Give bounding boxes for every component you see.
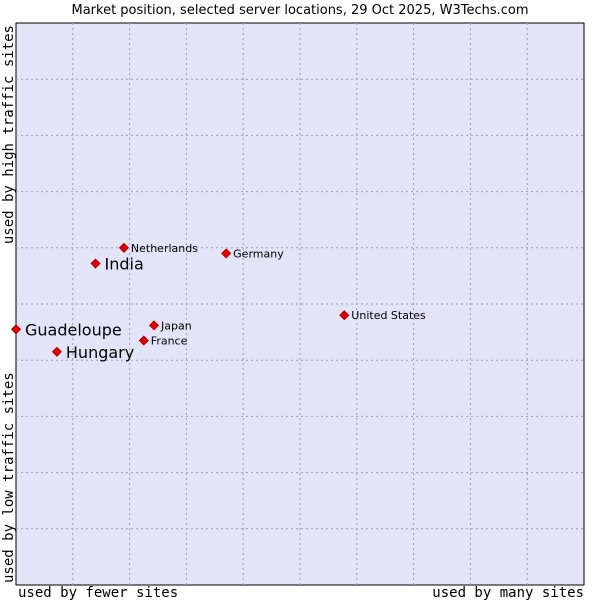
chart-title: Market position, selected server locatio… — [71, 3, 528, 18]
x-axis-label-right: used by many sites — [432, 585, 584, 600]
grid-lines — [16, 23, 584, 585]
point-marker-united-states — [339, 310, 350, 321]
y-axis-label-top: used by high traffic sites — [1, 25, 17, 244]
point-label-france: France — [151, 335, 188, 348]
point-marker-hungary — [51, 346, 62, 357]
data-points: Netherlands Germany India United States Japa… — [10, 242, 426, 362]
point-marker-japan — [148, 320, 160, 331]
point-label-japan: Japan — [160, 319, 192, 332]
point-marker-india — [90, 258, 101, 269]
point-label-guadeloupe: Guadeloupe — [25, 320, 122, 339]
point-marker-france — [138, 335, 149, 346]
point-label-united-states: United States — [351, 309, 426, 322]
point-label-india: India — [105, 255, 144, 274]
x-axis-label-left: used by fewer sites — [18, 585, 178, 600]
point-marker-netherlands — [118, 242, 129, 253]
point-marker-germany — [221, 248, 232, 259]
y-axis-label-bottom: used by low traffic sites — [1, 372, 17, 583]
point-marker-guadeloupe — [10, 324, 22, 335]
point-label-germany: Germany — [233, 247, 284, 260]
point-label-hungary: Hungary — [66, 343, 134, 362]
point-label-netherlands: Netherlands — [131, 242, 198, 255]
